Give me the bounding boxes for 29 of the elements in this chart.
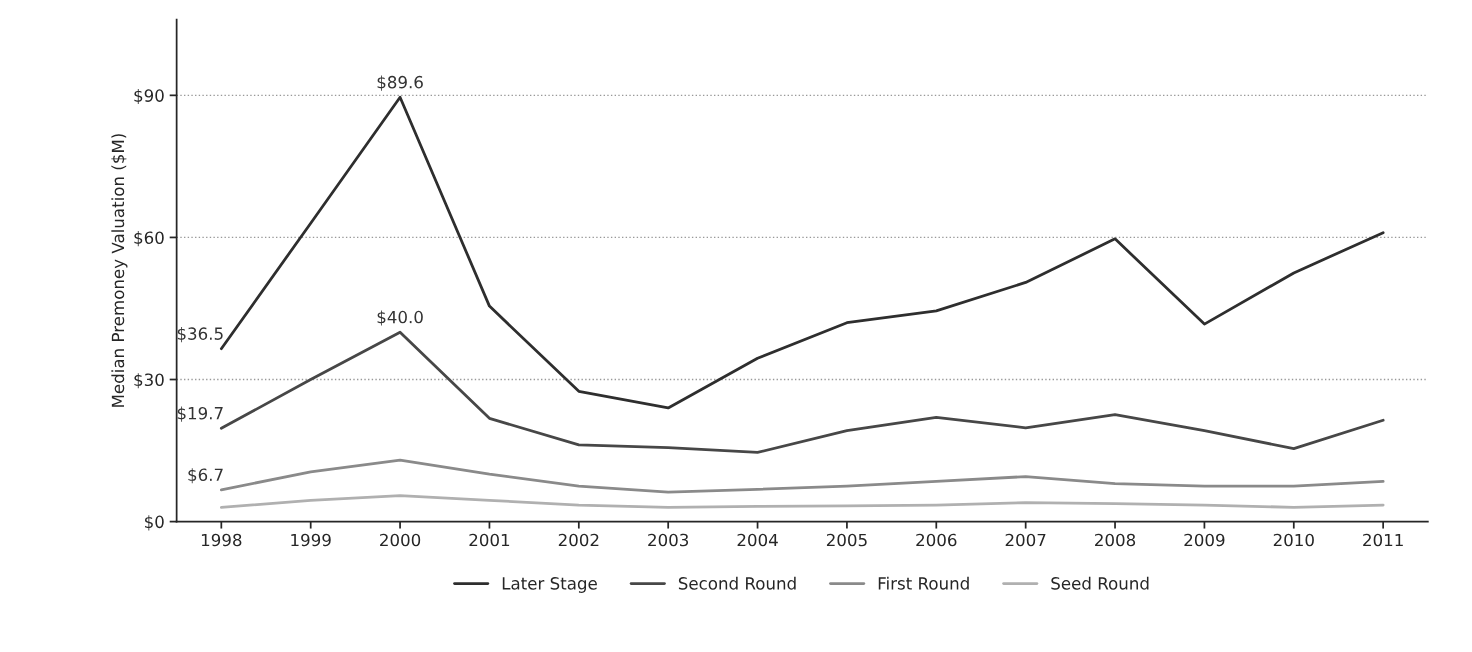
x-tick-label: 2005 <box>826 533 867 547</box>
x-tick-label: 1999 <box>291 533 331 547</box>
x-tick-label: 2006 <box>916 533 957 547</box>
line-series <box>219 494 1385 509</box>
x-tick-label: 1998 <box>201 533 242 547</box>
x-tick-label: 2001 <box>469 533 510 547</box>
x-tick-label: 2002 <box>558 533 599 547</box>
legend-label: Second Round <box>678 576 796 590</box>
annotation: $19.7 <box>177 406 223 422</box>
x-tick-label: 2004 <box>737 533 778 547</box>
x-tick-label: 2009 <box>1184 533 1225 547</box>
x-tick-label: 2011 <box>1363 533 1403 547</box>
y-tick-label: $0 <box>145 515 164 531</box>
y-axis-title: Median Premoney Valuation ($M) <box>111 134 128 407</box>
legend-label: Seed Round <box>1051 576 1149 590</box>
y-tick-label: $60 <box>134 231 164 247</box>
annotation: $36.5 <box>177 327 223 343</box>
annotation: $89.6 <box>377 75 423 91</box>
legend-label: Later Stage <box>502 577 597 593</box>
x-tick-label: 2008 <box>1095 533 1136 547</box>
x-tick-label: 2010 <box>1273 533 1314 547</box>
annotation: $40.0 <box>377 310 423 326</box>
y-tick-label: $90 <box>134 89 164 105</box>
x-tick-label: 2000 <box>380 533 421 547</box>
annotation: $6.7 <box>188 468 223 484</box>
x-tick-label: 2007 <box>1005 533 1046 547</box>
legend-label: First Round <box>878 576 969 590</box>
x-tick-label: 2003 <box>648 533 689 547</box>
y-tick-label: $30 <box>134 373 164 389</box>
